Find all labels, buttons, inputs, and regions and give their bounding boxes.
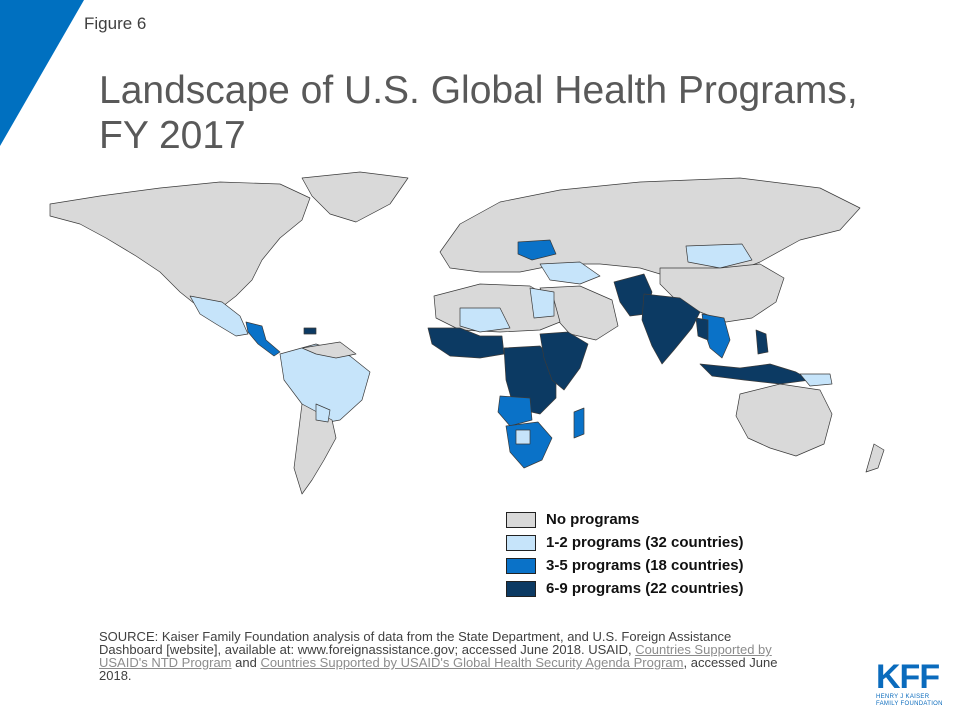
region-egypt	[529, 287, 555, 319]
legend-swatch-high	[506, 580, 536, 597]
region-new-zealand	[865, 443, 885, 473]
region-australia	[735, 383, 833, 457]
region-haiti	[303, 327, 317, 335]
region-eurasia-north	[439, 177, 861, 281]
map-legend: No programs 1-2 programs (32 countries) …	[506, 508, 744, 600]
region-south-america-south	[293, 403, 337, 495]
legend-label-high: 6-9 programs (22 countries)	[546, 580, 744, 597]
legend-item-mid: 3-5 programs (18 countries)	[506, 554, 744, 577]
page-title: Landscape of U.S. Global Health Programs…	[99, 68, 899, 158]
legend-item-high: 6-9 programs (22 countries)	[506, 577, 744, 600]
region-east-africa	[539, 331, 589, 391]
region-central-america	[245, 321, 281, 357]
ntd-program-link[interactable]: Countries Supported by USAID's NTD Progr…	[99, 642, 772, 670]
legend-label-none: No programs	[546, 511, 640, 528]
legend-item-low: 1-2 programs (32 countries)	[506, 531, 744, 554]
region-philippines	[755, 329, 769, 355]
legend-label-mid: 3-5 programs (18 countries)	[546, 557, 744, 574]
kff-logo-mark: KFF	[876, 658, 940, 696]
legend-label-low: 1-2 programs (32 countries)	[546, 534, 744, 551]
region-botswana	[515, 429, 531, 445]
region-ukraine	[517, 239, 557, 261]
source-text-1: SOURCE: Kaiser Family Foundation analysi…	[99, 629, 732, 657]
region-west-africa	[427, 327, 505, 359]
ghsa-program-link[interactable]: Countries Supported by USAID's Global He…	[260, 655, 684, 670]
region-png	[799, 373, 833, 387]
legend-swatch-low	[506, 534, 536, 551]
region-madagascar	[573, 407, 585, 439]
source-text-2: and	[231, 655, 261, 670]
region-central-asia	[539, 261, 601, 285]
region-paraguay	[315, 403, 331, 423]
region-indonesia	[699, 363, 811, 385]
title-line-1: Landscape of U.S. Global Health Programs…	[99, 69, 858, 112]
region-southern-central-africa	[497, 395, 533, 427]
figure-label: Figure 6	[84, 14, 147, 33]
legend-item-none: No programs	[506, 508, 744, 531]
kff-logo: KFF HENRY J KAISER FAMILY FOUNDATION	[876, 660, 946, 708]
region-north-america	[49, 181, 311, 311]
title-line-2: FY 2017	[99, 114, 246, 157]
region-venezuela	[301, 341, 357, 359]
region-southern-africa	[505, 421, 553, 469]
kff-logo-line2: FAMILY FOUNDATION	[876, 701, 943, 707]
region-sahel	[459, 307, 511, 333]
corner-accent-triangle	[0, 0, 84, 146]
region-mongolia	[685, 243, 753, 269]
legend-swatch-none	[506, 511, 536, 528]
region-burma	[695, 317, 709, 341]
region-india	[641, 293, 701, 365]
source-text-3: , accessed June 2018.	[99, 655, 778, 683]
legend-swatch-mid	[506, 557, 536, 574]
world-map	[49, 171, 885, 495]
region-greenland	[301, 171, 409, 223]
region-mexico	[189, 295, 249, 337]
kff-logo-line1: HENRY J KAISER	[876, 694, 930, 700]
source-note: SOURCE: Kaiser Family Foundation analysi…	[99, 630, 779, 682]
